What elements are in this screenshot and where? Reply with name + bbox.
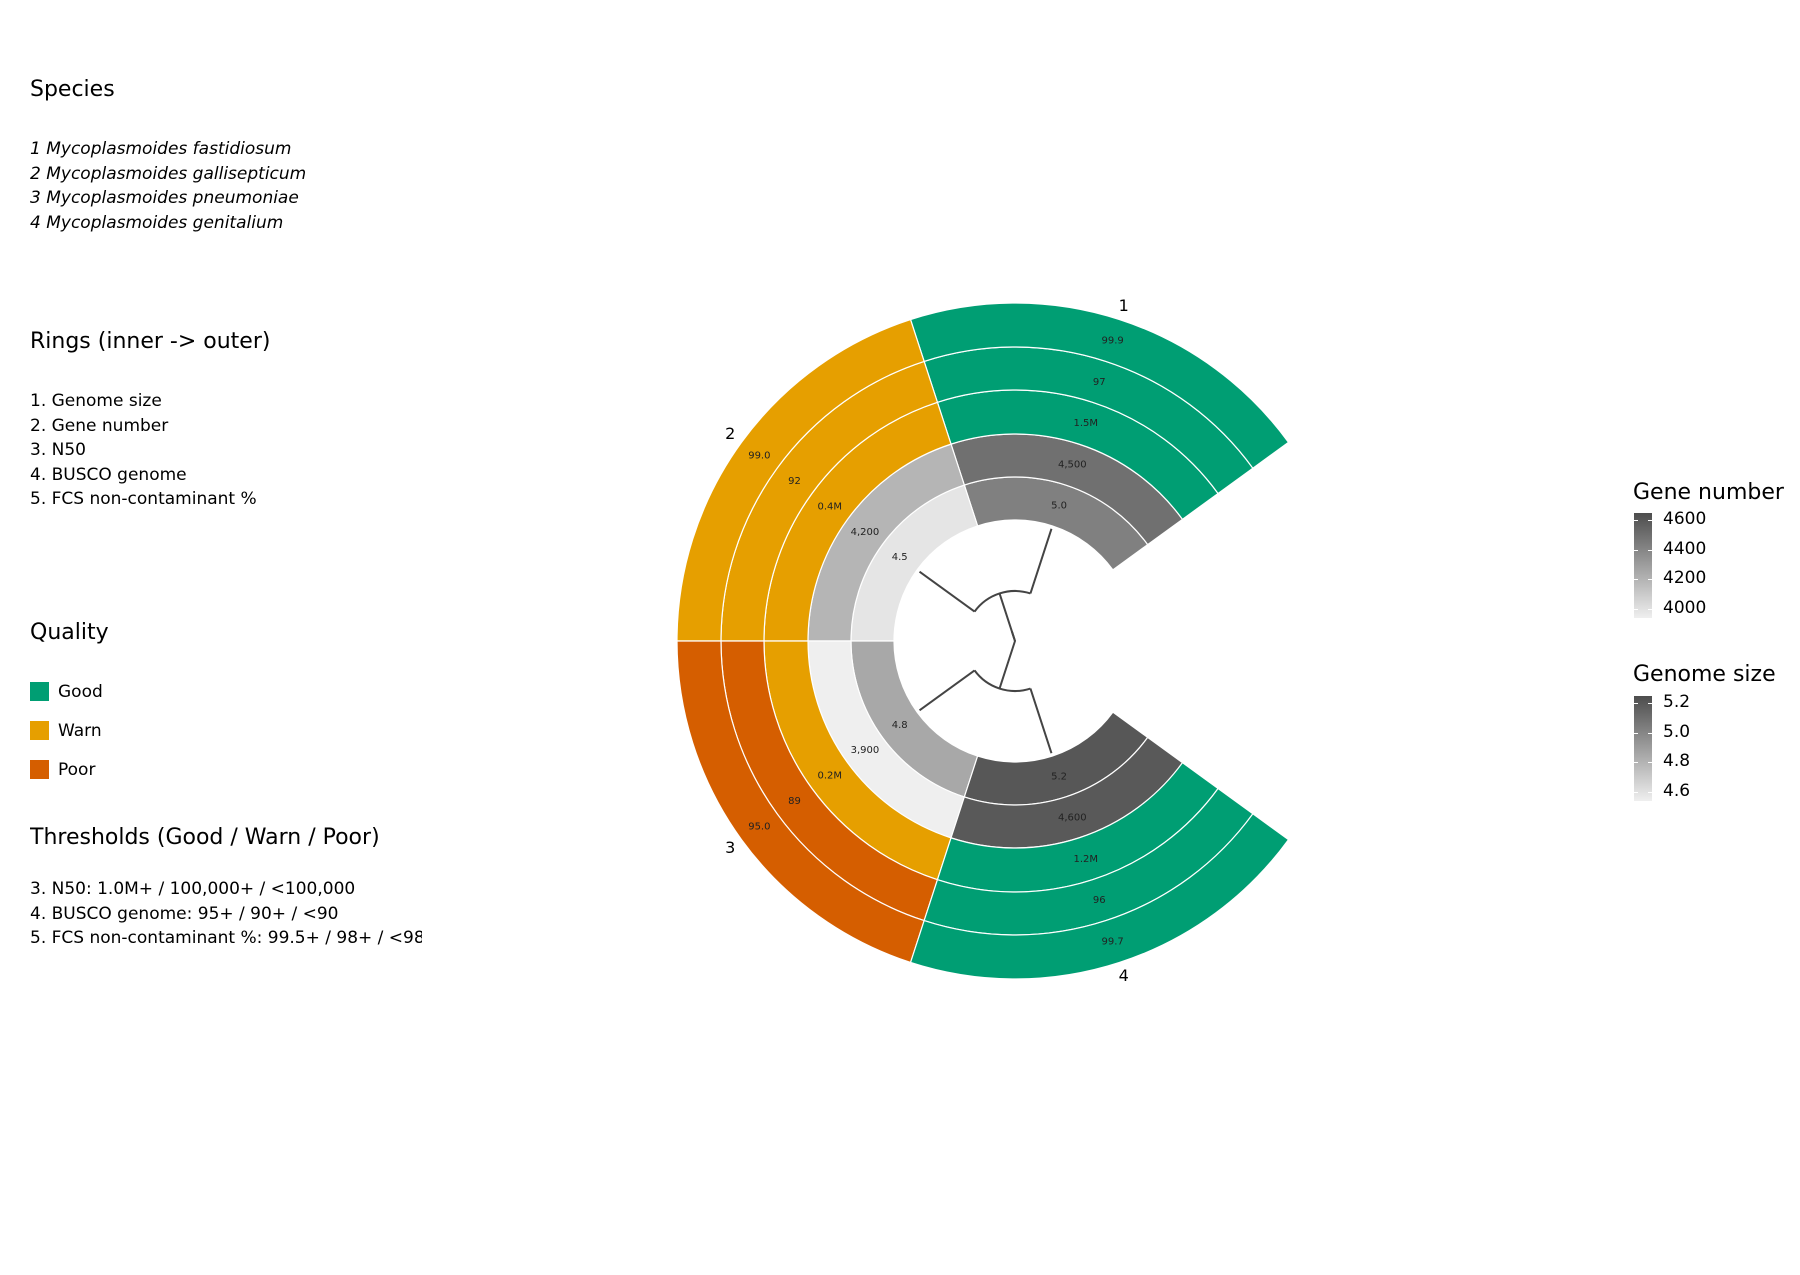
gene-number-tick-mark xyxy=(1648,549,1652,551)
genome-size-cell-label: 4.8 xyxy=(892,720,908,731)
genome-size-tick-label: 5.2 xyxy=(1663,692,1691,712)
ring-item: 1. Genome size xyxy=(30,391,162,411)
fcs-cell-label: 95.0 xyxy=(748,822,770,833)
gene-number-legend-title: Gene number xyxy=(1633,480,1784,505)
n50-cell-label: 0.4M xyxy=(817,501,842,512)
genome-size-tick-mark xyxy=(1634,762,1638,763)
genome-size-cell-label: 4.5 xyxy=(892,552,908,563)
dendrogram-branch xyxy=(1029,528,1053,594)
genome-size-tick-label: 5.0 xyxy=(1663,721,1691,742)
ring-item: 5. FCS non-contaminant % xyxy=(30,489,257,509)
quality-swatch xyxy=(30,682,49,701)
quality-label: Good xyxy=(58,681,103,702)
genome-size-cell-label: 5.0 xyxy=(1051,500,1067,511)
genome-size-colorbar xyxy=(1634,696,1652,801)
quality-heading: Quality xyxy=(30,620,109,645)
gene-number-tick-label: 4200 xyxy=(1663,568,1707,588)
gene-number-cell-label: 3,900 xyxy=(851,745,880,756)
quality-legend: Good Warn Poor xyxy=(30,672,425,789)
dendrogram-branch xyxy=(998,593,1016,642)
quality-item-warn: Warn xyxy=(30,711,425,750)
ring-item: 4. BUSCO genome xyxy=(30,464,187,485)
gene-number-tick-mark xyxy=(1648,608,1652,610)
quality-swatch xyxy=(30,760,49,779)
quality-label: Poor xyxy=(58,759,96,780)
genome-size-tick-mark xyxy=(1648,732,1652,734)
quality-item-good: Good xyxy=(30,672,425,711)
tip-label: 2 xyxy=(725,424,735,443)
thresholds-heading: Thresholds (Good / Warn / Poor) xyxy=(30,825,380,850)
dendrogram-branch xyxy=(918,570,976,613)
genome-size-cell-label: 5.2 xyxy=(1051,772,1067,783)
rings-heading: Rings (inner -> outer) xyxy=(30,329,271,354)
quality-item-poor: Poor xyxy=(30,750,425,789)
genome-size-tick-mark xyxy=(1648,703,1652,704)
dendrogram-arc xyxy=(973,590,1031,613)
fcs-cell xyxy=(909,812,1290,980)
genome-size-tick-mark xyxy=(1648,762,1652,763)
tip-label: 1 xyxy=(1119,296,1129,315)
gene-number-tick-label: 4600 xyxy=(1663,509,1707,529)
gene-number-tick-label: 4400 xyxy=(1663,538,1707,559)
busco-cell-label: 96 xyxy=(1093,895,1106,906)
busco-cell-label: 92 xyxy=(788,476,801,487)
gene-number-tick-mark xyxy=(1634,608,1638,610)
busco-cell-label: 89 xyxy=(788,796,801,807)
tip-label: 4 xyxy=(1119,966,1129,985)
threshold-item: 4. BUSCO genome: 95+ / 90+ / <90 xyxy=(30,903,339,924)
n50-cell-label: 1.2M xyxy=(1073,854,1098,865)
species-heading: Species xyxy=(30,77,115,102)
threshold-item: 3. N50: 1.0M+ / 100,000+ / <100,000 xyxy=(30,879,356,899)
gene-number-cell-label: 4,200 xyxy=(851,527,880,538)
gene-number-cell-label: 4,500 xyxy=(1058,460,1087,471)
genome-size-tick-mark xyxy=(1634,791,1638,793)
gene-number-tick-mark xyxy=(1648,579,1652,580)
species-item: 1 Mycoplasmoides fastidiosum xyxy=(30,139,292,159)
quality-label: Warn xyxy=(58,720,102,741)
tip-label: 3 xyxy=(725,838,735,857)
gene-number-tick-mark xyxy=(1634,520,1638,521)
n50-cell-label: 0.2M xyxy=(817,771,842,782)
genome-size-tick-mark xyxy=(1634,703,1638,704)
gene-number-cell-label: 4,600 xyxy=(1058,812,1087,823)
genome-size-tick-mark xyxy=(1634,732,1638,734)
busco-cell-label: 97 xyxy=(1093,377,1106,388)
ring-item: 2. Gene number xyxy=(30,415,169,436)
fcs-cell-label: 99.9 xyxy=(1102,335,1124,346)
quality-swatch xyxy=(30,721,49,740)
dendrogram-branch xyxy=(918,669,976,712)
species-item: 2 Mycoplasmoides gallisepticum xyxy=(30,163,307,184)
n50-cell-label: 1.5M xyxy=(1073,418,1098,429)
dendrogram-branch xyxy=(1029,688,1053,754)
genome-size-legend-title: Genome size xyxy=(1633,662,1776,687)
rings-list: 1. Genome size 2. Gene number 3. N50 4. BUS… xyxy=(30,389,425,512)
gene-number-colorbar xyxy=(1634,513,1652,618)
threshold-item: 5. FCS non-contaminant %: 99.5+ / 98+ / … xyxy=(30,928,422,948)
species-item: 4 Mycoplasmoides genitalium xyxy=(30,212,284,233)
thresholds-list: 3. N50: 1.0M+ / 100,000+ / <100,000 4. BU… xyxy=(30,877,422,951)
genome-size-tick-mark xyxy=(1648,791,1652,793)
dendrogram-branch xyxy=(998,640,1016,689)
fcs-cell-label: 99.7 xyxy=(1102,937,1124,948)
genome-size-tick-label: 4.8 xyxy=(1663,751,1691,771)
species-item: 3 Mycoplasmoides pneumoniae xyxy=(30,188,299,208)
gene-number-tick-mark xyxy=(1634,549,1638,551)
gene-number-tick-mark xyxy=(1634,579,1638,580)
species-list: 1 Mycoplasmoides fastidiosum 2 Mycoplasmo… xyxy=(30,137,306,235)
fcs-cell-label: 99.0 xyxy=(748,450,770,461)
gene-number-tick-label: 4000 xyxy=(1663,597,1707,618)
gene-number-tick-mark xyxy=(1648,520,1652,521)
genome-size-tick-label: 4.6 xyxy=(1663,780,1691,801)
ring-item: 3. N50 xyxy=(30,440,86,460)
dendrogram-arc xyxy=(973,669,1031,692)
